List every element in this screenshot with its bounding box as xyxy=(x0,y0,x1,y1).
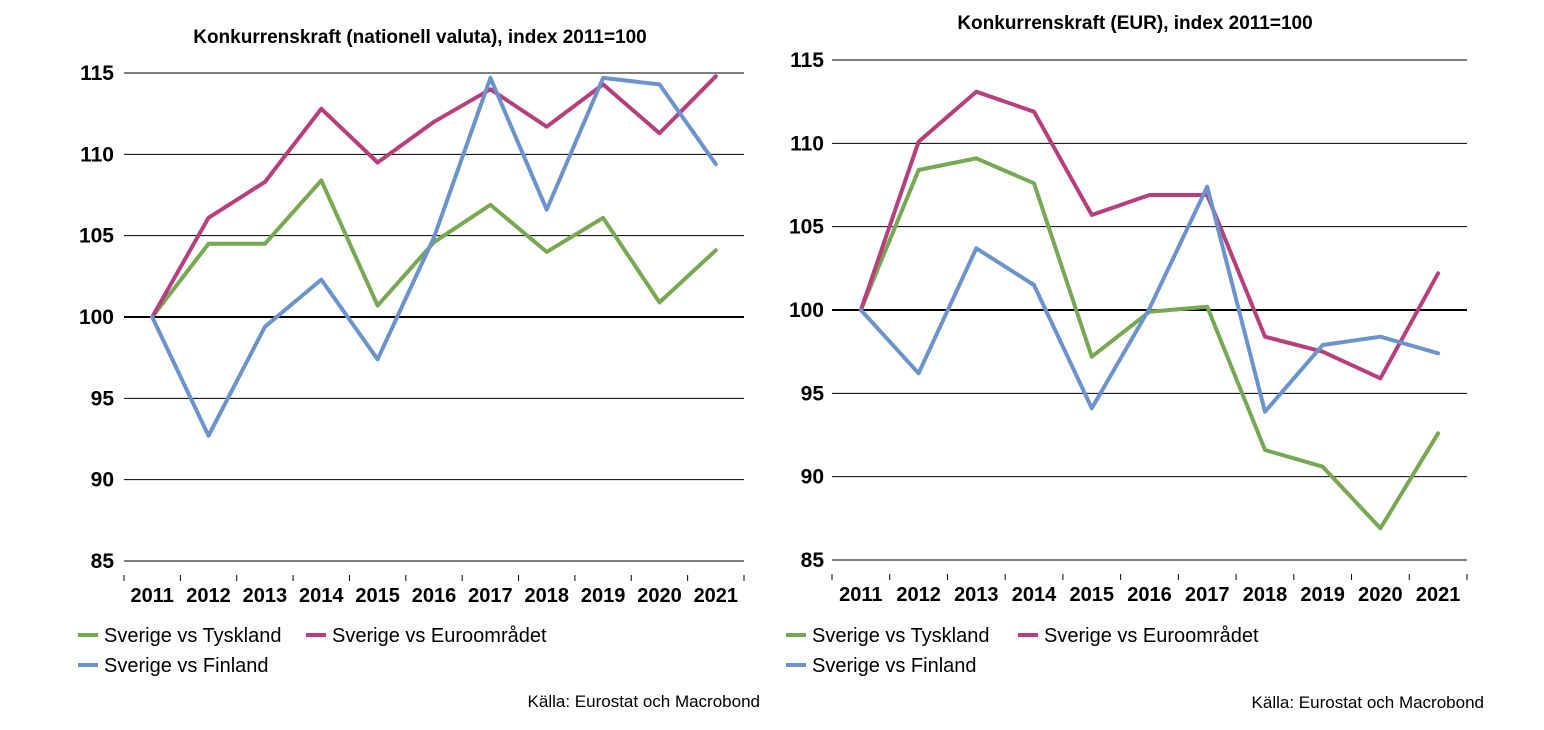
x-tick-label: 2015 xyxy=(355,585,400,607)
series-line-sverige-vs-finland xyxy=(150,75,718,438)
y-tick-label: 105 xyxy=(789,216,824,239)
x-tick-label: 2016 xyxy=(1127,584,1172,606)
chart-right: Konkurrenskraft (EUR), index 2011=100 85 9… xyxy=(772,0,1544,730)
series-line-sverige-vs-euroomr-det xyxy=(858,89,1441,381)
chart-title: Konkurrenskraft (EUR), index 2011=100 xyxy=(957,13,1312,34)
x-tick-label: 2018 xyxy=(1243,584,1288,606)
legend-label-sverige-vs-tyskland: Sverige vs Tyskland xyxy=(104,625,282,647)
x-tick-label: 2021 xyxy=(1416,584,1461,606)
x-tick-label: 2013 xyxy=(243,585,288,607)
legend-label-sverige-vs-finland: Sverige vs Finland xyxy=(104,655,269,677)
x-tick-label: 2020 xyxy=(1358,584,1403,606)
y-tick-label: 105 xyxy=(79,225,114,248)
y-tick-label: 115 xyxy=(790,49,824,72)
y-tick-label: 115 xyxy=(80,62,114,85)
legend-label-sverige-vs-finland: Sverige vs Finland xyxy=(812,655,977,677)
y-tick-label: 90 xyxy=(801,466,824,489)
chart-left: Konkurrenskraft (nationell valuta), inde… xyxy=(78,27,760,711)
x-tick-label: 2019 xyxy=(1300,584,1345,606)
x-tick-label: 2021 xyxy=(694,585,739,607)
x-tick-label: 2019 xyxy=(581,585,626,607)
source-note: Källa: Eurostat och Macrobond xyxy=(1252,693,1484,712)
x-tick-label: 2011 xyxy=(839,584,882,606)
legend-label-sverige-vs-tyskland: Sverige vs Tyskland xyxy=(812,625,990,647)
y-tick-label: 95 xyxy=(801,382,825,405)
y-tick-label: 110 xyxy=(80,143,114,166)
x-tick-label: 2015 xyxy=(1070,584,1115,606)
x-tick-label: 2014 xyxy=(299,585,344,607)
series-line-sverige-vs-tyskland xyxy=(150,178,718,319)
series-line-sverige-vs-finland xyxy=(858,184,1441,414)
x-tick-label: 2011 xyxy=(130,585,173,607)
x-tick-label: 2016 xyxy=(412,585,457,607)
x-tick-label: 2017 xyxy=(468,585,513,607)
x-tick-label: 2018 xyxy=(524,585,569,607)
chart-right-svg: Konkurrenskraft (EUR), index 2011=100 85 9… xyxy=(786,13,1484,712)
y-tick-label: 90 xyxy=(91,469,114,492)
source-note: Källa: Eurostat och Macrobond xyxy=(528,692,760,711)
x-tick-label: 2020 xyxy=(637,585,682,607)
chart-title: Konkurrenskraft (nationell valuta), inde… xyxy=(193,27,647,48)
y-tick-label: 100 xyxy=(79,306,114,329)
y-tick-label: 95 xyxy=(91,387,115,410)
y-tick-label: 85 xyxy=(91,550,115,573)
chart-left-svg: Konkurrenskraft (nationell valuta), inde… xyxy=(78,27,760,711)
x-tick-label: 2012 xyxy=(896,584,941,606)
legend-label-sverige-vs-euroomr-det: Sverige vs Euroområdet xyxy=(332,625,547,647)
x-tick-label: 2017 xyxy=(1185,584,1230,606)
y-tick-label: 100 xyxy=(789,299,824,322)
x-tick-label: 2014 xyxy=(1012,584,1057,606)
legend-label-sverige-vs-euroomr-det: Sverige vs Euroområdet xyxy=(1044,625,1259,647)
y-tick-label: 85 xyxy=(801,549,825,572)
series-line-sverige-vs-euroomr-det xyxy=(150,74,718,319)
series-line-sverige-vs-tyskland xyxy=(858,156,1441,531)
y-tick-label: 110 xyxy=(790,132,824,155)
x-tick-label: 2012 xyxy=(186,585,231,607)
x-tick-label: 2013 xyxy=(954,584,999,606)
